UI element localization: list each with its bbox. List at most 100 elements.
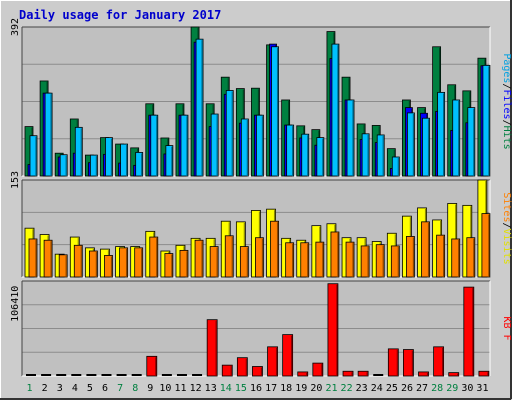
pages-bar <box>210 113 219 177</box>
sites-bar <box>104 255 113 278</box>
kbytes-bar <box>463 286 475 377</box>
pages-bar <box>150 114 159 177</box>
pages-bar <box>59 154 68 177</box>
sites-bar <box>481 213 491 278</box>
x-axis-day-label: 1 <box>27 383 33 394</box>
legend: Sites/Visits <box>501 192 512 264</box>
sites-bar <box>73 244 83 278</box>
x-axis-day-label: 10 <box>159 383 171 394</box>
x-axis-day-label: 24 <box>371 383 383 394</box>
legend-item: Files <box>501 89 512 119</box>
pages-bar <box>361 133 370 177</box>
sites-bar <box>179 249 189 278</box>
kbytes-bar <box>387 348 399 377</box>
legend: KB F <box>501 316 512 340</box>
panel-kbytes: 106410 KB F <box>10 280 512 377</box>
kbytes-bar <box>433 346 445 377</box>
legend-item: Hits <box>501 126 512 150</box>
x-axis-day-label: 13 <box>205 383 217 394</box>
kbytes-bar <box>312 362 324 377</box>
pages-bar <box>105 137 113 177</box>
pages-bar <box>422 117 430 177</box>
pages-bar <box>165 145 174 177</box>
x-axis-day-label: 16 <box>250 383 262 394</box>
pages-bar <box>452 99 461 177</box>
x-axis-day-label: 11 <box>174 383 186 394</box>
pages-bar <box>240 118 249 177</box>
x-axis-day-label: 17 <box>265 383 277 394</box>
pages-bar <box>482 64 491 177</box>
pages-bar <box>180 114 189 177</box>
x-axis-day-label: 4 <box>72 383 78 394</box>
pages-bar <box>256 114 264 177</box>
sites-bar <box>360 245 370 278</box>
sites-bar <box>285 242 295 278</box>
sites-bar <box>58 254 68 278</box>
x-axis-day-label: 2 <box>42 383 48 394</box>
x-axis-day-label: 3 <box>57 383 63 394</box>
pages-bar <box>225 90 234 177</box>
sites-bar <box>164 253 174 278</box>
sites-bar <box>149 236 159 278</box>
sites-bar <box>330 231 340 278</box>
legend-item: / <box>501 120 512 126</box>
x-axis-day-label: 21 <box>325 383 337 394</box>
sites-bar <box>451 238 461 278</box>
x-axis-day-label: 31 <box>476 383 488 394</box>
x-axis-day-label: 27 <box>416 383 428 394</box>
sites-bar <box>270 220 279 278</box>
kbytes-bar <box>267 346 278 377</box>
sites-bar <box>43 239 53 278</box>
sites-bar <box>239 246 249 278</box>
x-axis-day-label: 9 <box>147 383 153 394</box>
sites-bar <box>406 236 415 278</box>
kbytes-bar <box>206 319 218 377</box>
sites-bar <box>315 241 325 278</box>
x-axis-day-label: 5 <box>87 383 93 394</box>
sites-bar <box>390 245 400 278</box>
sites-bar <box>88 250 98 278</box>
kbytes-bar <box>448 372 460 377</box>
kbytes-bar <box>478 370 490 377</box>
sites-bar <box>255 237 264 278</box>
pages-bar <box>331 43 340 177</box>
panel-visits-sites: 153 Sites/Visits <box>10 171 512 278</box>
x-axis-day-label: 20 <box>310 383 322 394</box>
y-axis-max-label: 392 <box>10 18 21 36</box>
kbytes-bar <box>327 283 339 377</box>
x-axis-day-label: 14 <box>220 383 232 394</box>
x-axis-day-label: 23 <box>356 383 368 394</box>
x-axis-day-labels: 1 2 3 4 5 6 7 8 9 10 11 12 13 14 15 16 17 18 19 20 21 22 23 24 2… <box>27 383 489 394</box>
sites-bar <box>119 247 128 278</box>
kbytes-bar <box>342 370 354 377</box>
x-axis-day-label: 6 <box>102 383 108 394</box>
kbytes-bar <box>403 349 414 377</box>
legend-item: KB F <box>501 316 512 340</box>
pages-bar <box>271 46 279 177</box>
legend-item: / <box>501 222 512 228</box>
sites-bar <box>194 239 204 278</box>
pages-bar <box>89 154 98 177</box>
pages-bar <box>467 107 476 177</box>
x-axis-day-label: 8 <box>132 383 138 394</box>
kbytes-bar <box>146 355 158 377</box>
y-axis-max-label: 153 <box>10 171 21 189</box>
sites-bar <box>134 247 144 278</box>
sites-bar <box>375 244 385 278</box>
kbytes-bar <box>297 371 309 377</box>
legend-item: / <box>501 83 512 89</box>
kbytes-bar <box>236 357 248 377</box>
pages-bar <box>74 126 83 177</box>
sites-bar <box>421 221 430 278</box>
x-axis-day-label: 25 <box>386 383 398 394</box>
sites-bar <box>436 234 446 278</box>
sites-bar <box>209 246 219 278</box>
pages-bar <box>346 99 355 177</box>
pages-bar <box>44 92 53 177</box>
kbytes-bar <box>221 364 233 377</box>
pages-bar <box>391 156 400 177</box>
x-axis-day-label: 15 <box>235 383 247 394</box>
x-axis-day-label: 22 <box>341 383 353 394</box>
